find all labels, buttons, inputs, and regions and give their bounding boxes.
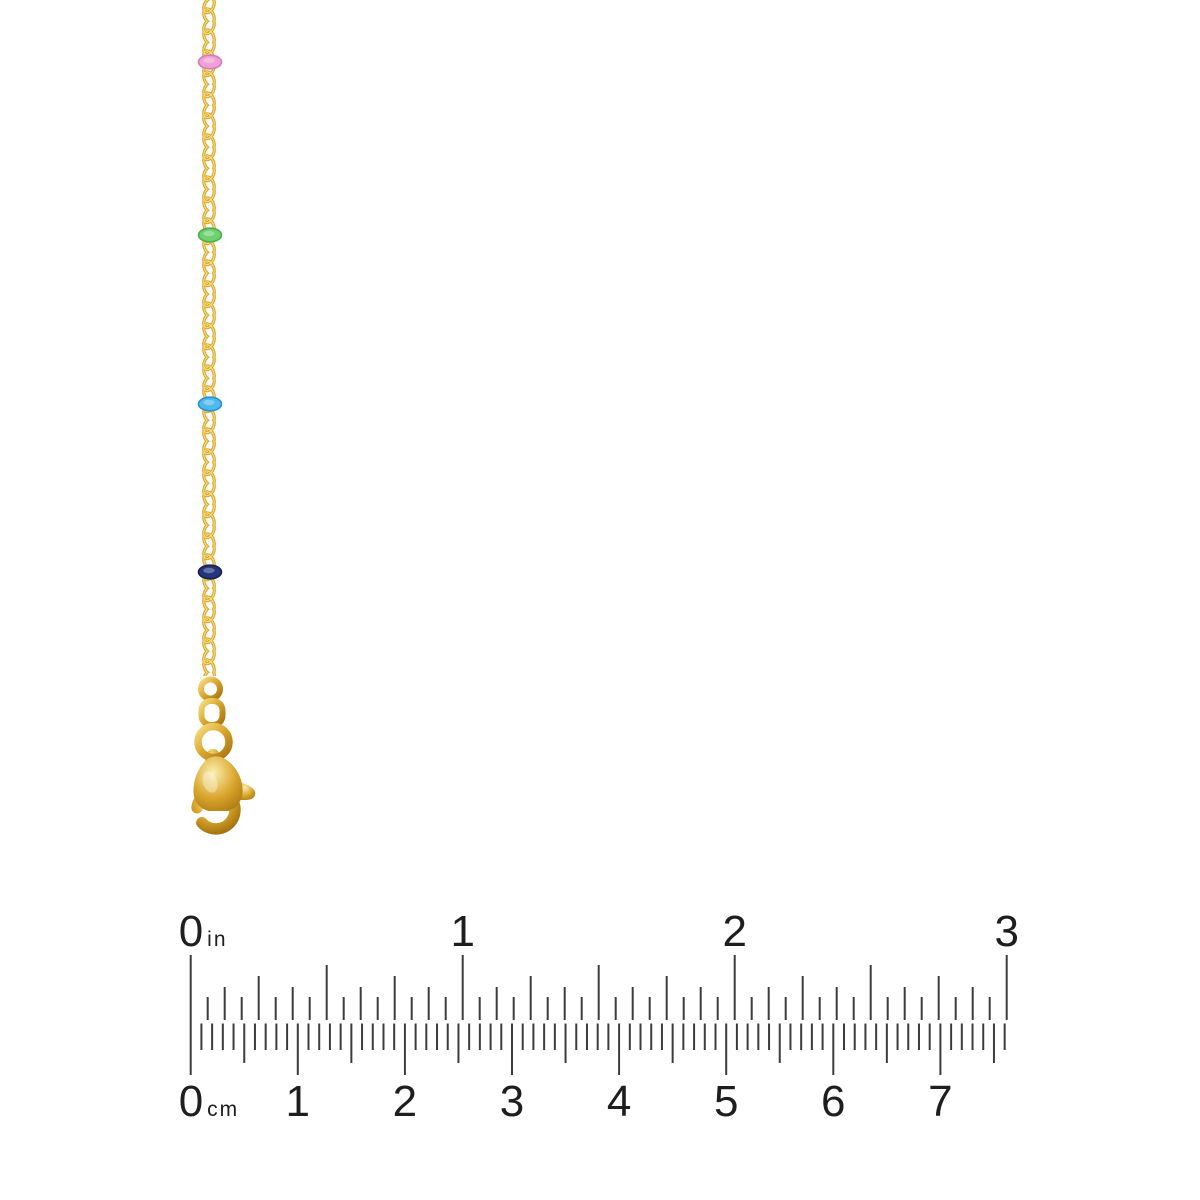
inch-label-1: 1 bbox=[450, 910, 474, 954]
cm-label-3: 3 bbox=[500, 1080, 524, 1124]
beads bbox=[197, 54, 223, 580]
clasp-body-highlight bbox=[202, 771, 218, 793]
ruler-number: 1 bbox=[450, 907, 475, 956]
bead-navy bbox=[197, 564, 223, 580]
bead-highlight bbox=[203, 567, 215, 574]
bead-pink bbox=[197, 54, 223, 70]
cm-label-2: 2 bbox=[393, 1080, 417, 1124]
jump-ring bbox=[198, 676, 223, 702]
bead-highlight bbox=[203, 399, 215, 406]
ruler-number: 0 bbox=[178, 1077, 204, 1126]
ruler-number: 3 bbox=[499, 1077, 525, 1126]
ruler-unit: cm bbox=[207, 1098, 240, 1121]
cm-label-7: 7 bbox=[928, 1080, 952, 1124]
ruler-unit: in bbox=[207, 928, 228, 951]
ruler-number: 0 bbox=[178, 907, 204, 956]
oval-link bbox=[198, 698, 226, 728]
cm-label-1: 1 bbox=[286, 1080, 310, 1124]
ruler-number: 2 bbox=[392, 1077, 418, 1126]
inch-label-3: 3 bbox=[994, 910, 1018, 954]
ruler-number: 6 bbox=[821, 1077, 846, 1126]
inch-label-0: 0 in bbox=[179, 910, 228, 954]
inch-label-2: 2 bbox=[722, 910, 746, 954]
bead-green bbox=[197, 227, 223, 243]
cm-label-5: 5 bbox=[714, 1080, 738, 1124]
cm-label-4: 4 bbox=[607, 1080, 631, 1124]
cm-label-6: 6 bbox=[821, 1080, 845, 1124]
ruler-number: 1 bbox=[285, 1077, 311, 1126]
chain bbox=[201, 0, 217, 676]
lobster-clasp-body bbox=[193, 756, 243, 811]
ruler-number: 7 bbox=[928, 1077, 953, 1126]
bead-highlight bbox=[203, 230, 215, 237]
ruler-number: 2 bbox=[722, 907, 747, 956]
ruler-number: 5 bbox=[713, 1077, 739, 1126]
cm-label-0: 0 cm bbox=[179, 1080, 239, 1124]
ruler-number: 4 bbox=[606, 1077, 632, 1126]
clasp-assembly bbox=[191, 676, 256, 835]
bead-highlight bbox=[203, 57, 215, 64]
ruler-ticks bbox=[189, 955, 1008, 1075]
ruler-number: 3 bbox=[994, 907, 1019, 956]
bead-light-blue bbox=[197, 396, 223, 412]
